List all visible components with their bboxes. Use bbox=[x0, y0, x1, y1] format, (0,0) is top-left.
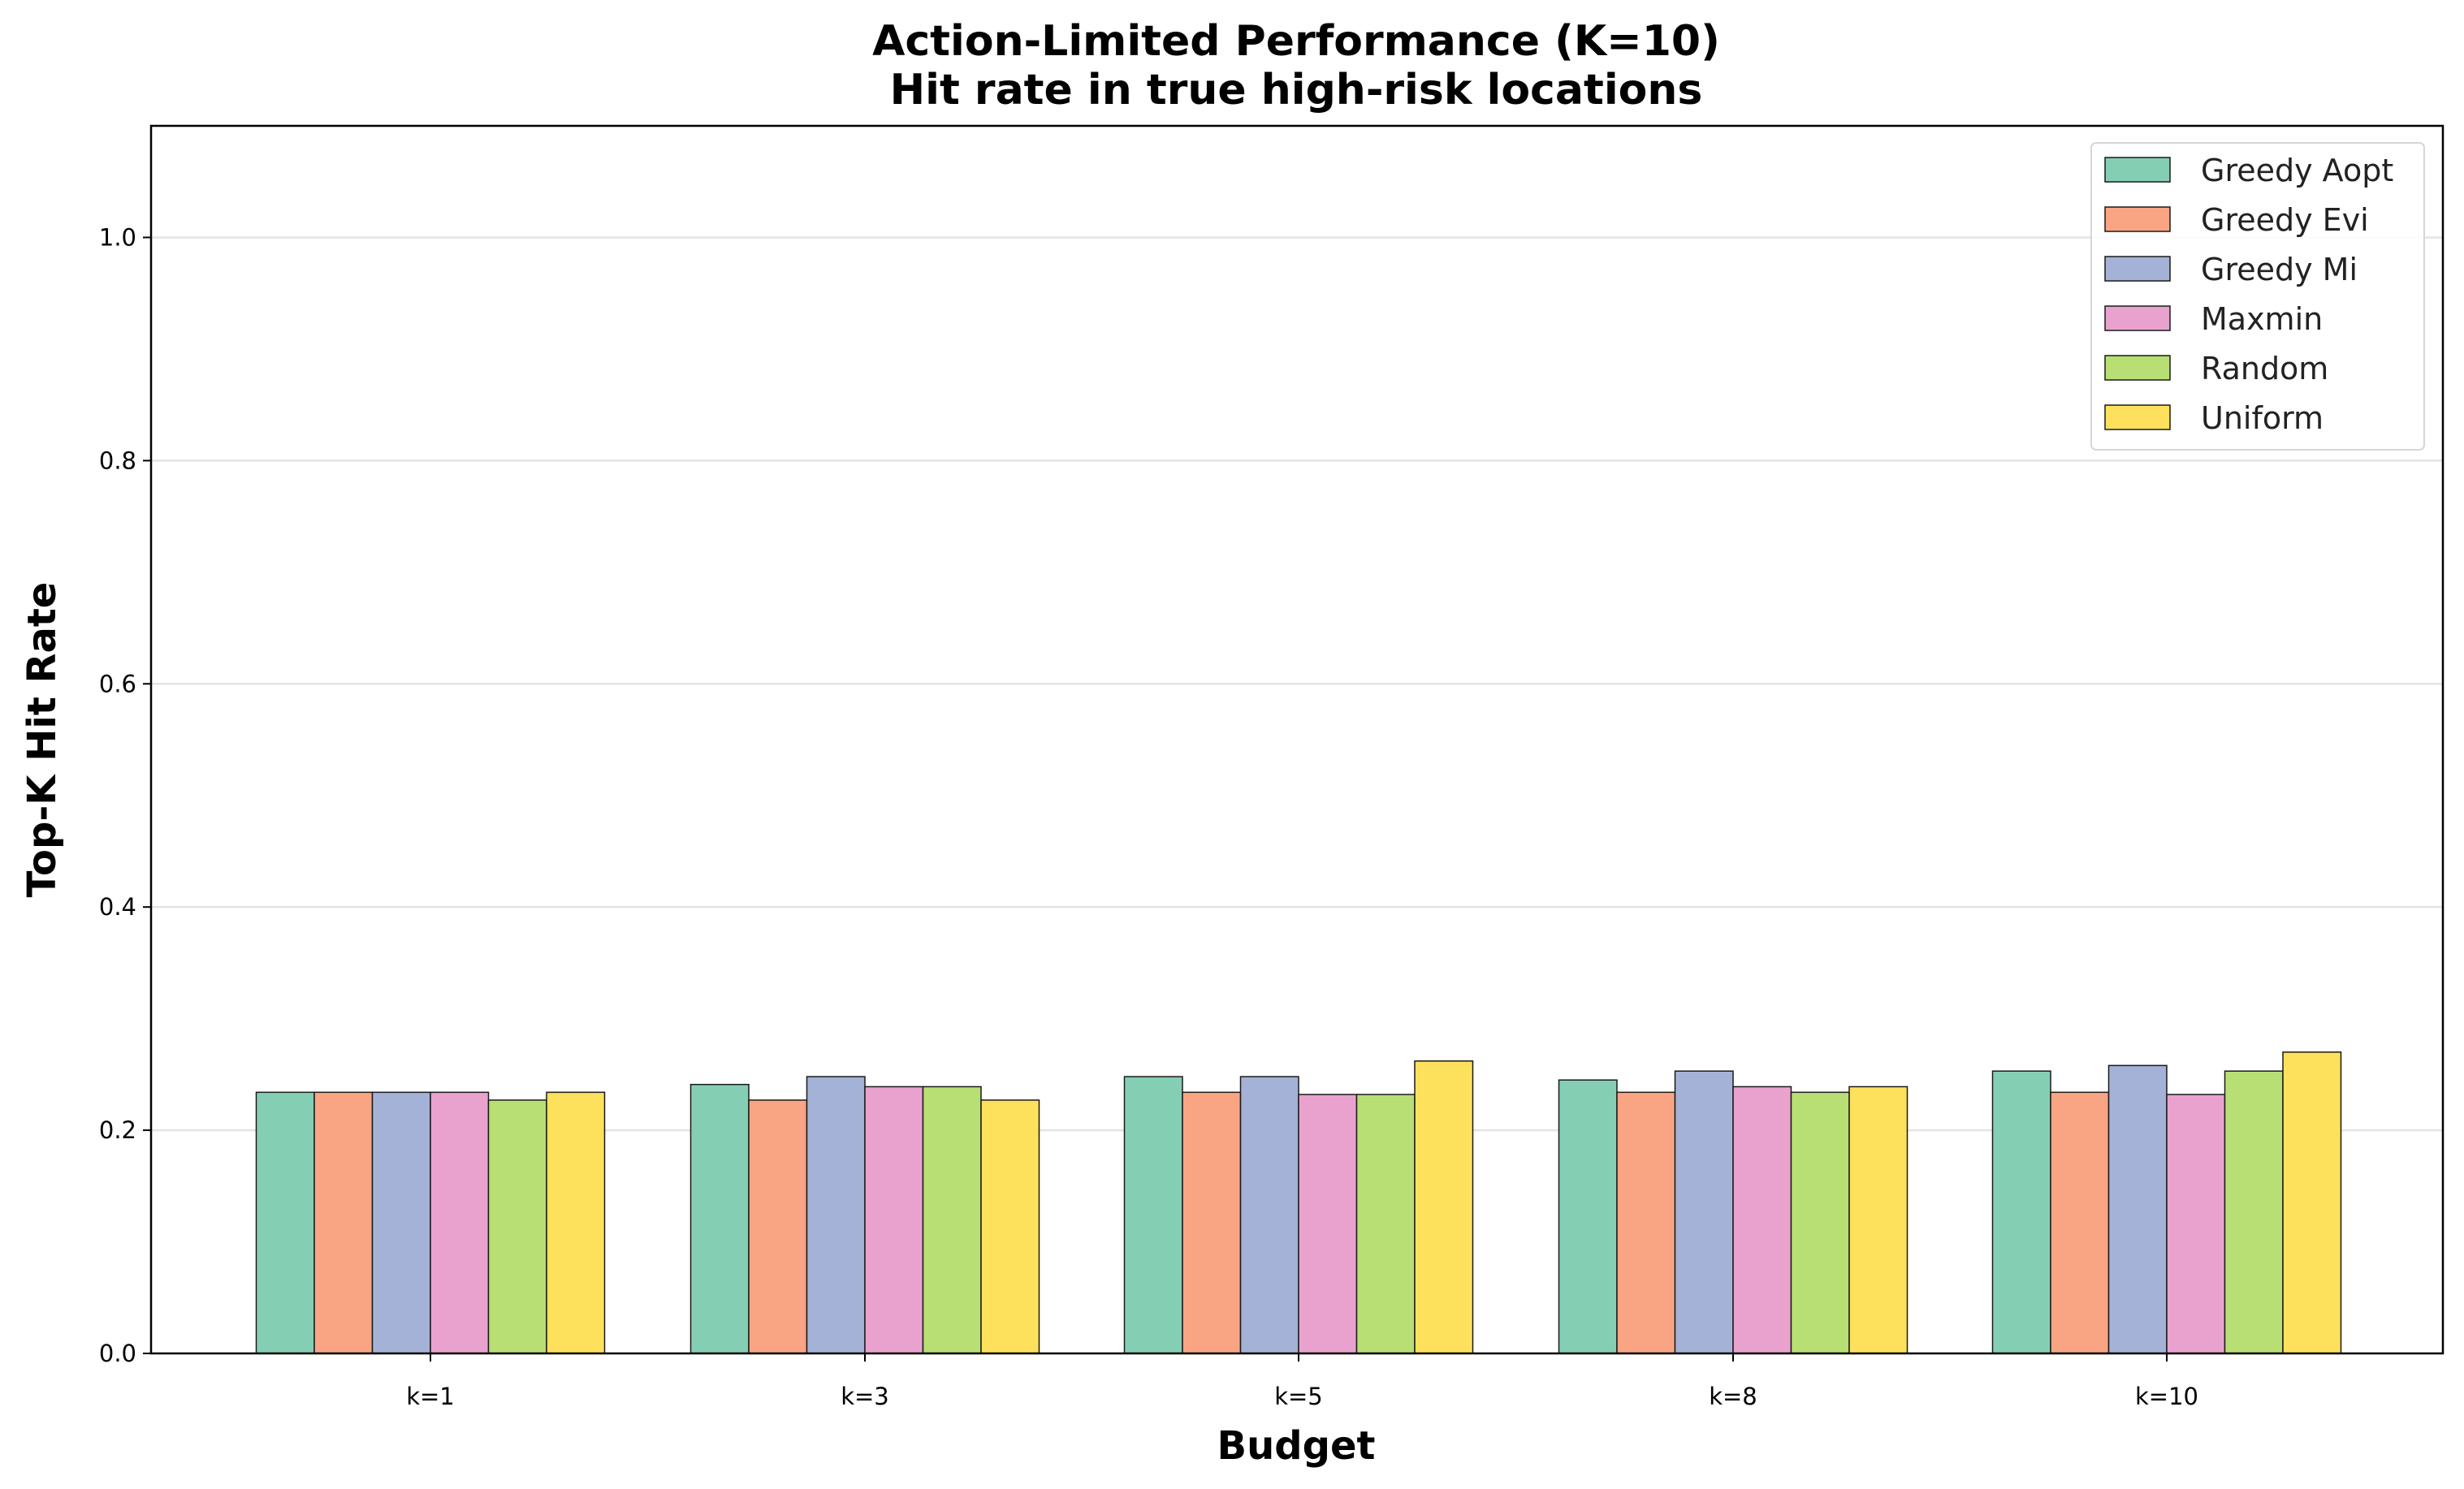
bar-random-k5 bbox=[1355, 1094, 1416, 1354]
x-tick-label: k=8 bbox=[1709, 1383, 1757, 1410]
bar-greedy-mi-k5 bbox=[1239, 1076, 1299, 1354]
bar-maxmin-k1 bbox=[430, 1091, 490, 1354]
bar-uniform-k10 bbox=[2282, 1051, 2342, 1354]
bar-greedy-mi-k1 bbox=[371, 1091, 431, 1354]
plot-area-frame bbox=[149, 124, 2445, 1355]
y-tick-label: 0.8 bbox=[99, 447, 136, 474]
legend-label: Greedy Aopt bbox=[2201, 153, 2393, 188]
bar-uniform-k8 bbox=[1848, 1085, 1909, 1354]
x-tick-label: k=10 bbox=[2135, 1383, 2198, 1410]
legend-label: Uniform bbox=[2201, 400, 2324, 436]
bar-random-k10 bbox=[2224, 1070, 2284, 1354]
bar-greedy-aopt-k1 bbox=[255, 1091, 315, 1354]
y-tick-label: 1.0 bbox=[99, 223, 136, 251]
bar-greedy-evi-k1 bbox=[313, 1091, 374, 1354]
bar-greedy-evi-k10 bbox=[2050, 1091, 2110, 1354]
bar-greedy-mi-k3 bbox=[806, 1076, 866, 1354]
bar-uniform-k5 bbox=[1414, 1060, 1474, 1354]
y-tick-label: 0.2 bbox=[99, 1116, 136, 1144]
x-tick-label: k=5 bbox=[1274, 1383, 1323, 1410]
legend-label: Random bbox=[2201, 351, 2328, 386]
bar-random-k8 bbox=[1790, 1091, 1850, 1354]
legend-label: Greedy Evi bbox=[2201, 202, 2369, 238]
bar-greedy-aopt-k5 bbox=[1123, 1076, 1183, 1354]
legend-swatch bbox=[2104, 256, 2171, 282]
bar-random-k3 bbox=[922, 1085, 982, 1354]
bar-greedy-mi-k10 bbox=[2107, 1064, 2168, 1354]
legend-swatch bbox=[2104, 404, 2171, 430]
y-tick-label: 0.6 bbox=[99, 670, 136, 697]
legend-swatch bbox=[2104, 305, 2171, 331]
bar-maxmin-k8 bbox=[1732, 1085, 1792, 1354]
bar-greedy-evi-k5 bbox=[1182, 1091, 1242, 1354]
y-tick-label: 0.4 bbox=[99, 893, 136, 921]
legend-label: Maxmin bbox=[2201, 301, 2323, 337]
legend: Greedy Aopt Greedy Evi Greedy Mi Maxmin Rand… bbox=[2090, 142, 2425, 451]
bar-greedy-aopt-k3 bbox=[689, 1083, 750, 1354]
bars bbox=[255, 1051, 2342, 1354]
x-axis-label: Budget bbox=[1217, 1423, 1376, 1469]
bar-maxmin-k5 bbox=[1298, 1094, 1358, 1354]
bar-greedy-evi-k3 bbox=[748, 1099, 808, 1354]
legend-label: Greedy Mi bbox=[2201, 252, 2358, 287]
bar-greedy-evi-k8 bbox=[1616, 1091, 1676, 1354]
bar-maxmin-k3 bbox=[864, 1085, 924, 1354]
legend-swatch bbox=[2104, 206, 2171, 232]
y-tick-label: 0.0 bbox=[99, 1340, 136, 1367]
bar-uniform-k1 bbox=[546, 1091, 606, 1354]
x-tick-label: k=1 bbox=[406, 1383, 455, 1410]
y-axis-label: Top-K Hit Rate bbox=[19, 582, 65, 898]
legend-swatch bbox=[2104, 157, 2171, 183]
bar-random-k1 bbox=[487, 1099, 547, 1354]
bar-maxmin-k10 bbox=[2166, 1094, 2226, 1354]
bar-greedy-aopt-k8 bbox=[1558, 1079, 1618, 1354]
chart-subtitle: Hit rate in true high-risk locations bbox=[890, 66, 1703, 114]
x-axis-ticks: k=1 k=3 k=5 k=8 k=10 bbox=[406, 1353, 2198, 1410]
bar-greedy-aopt-k10 bbox=[1991, 1070, 2051, 1354]
bar-greedy-mi-k8 bbox=[1674, 1070, 1734, 1354]
chart-title: Action-Limited Performance (K=10) bbox=[872, 17, 1720, 66]
y-axis-ticks: 0.0 0.2 0.4 0.6 0.8 1.0 bbox=[99, 223, 151, 1367]
legend-swatch bbox=[2104, 355, 2171, 381]
x-tick-label: k=3 bbox=[841, 1383, 889, 1410]
legend-box bbox=[2090, 142, 2425, 451]
bar-uniform-k3 bbox=[980, 1099, 1040, 1354]
